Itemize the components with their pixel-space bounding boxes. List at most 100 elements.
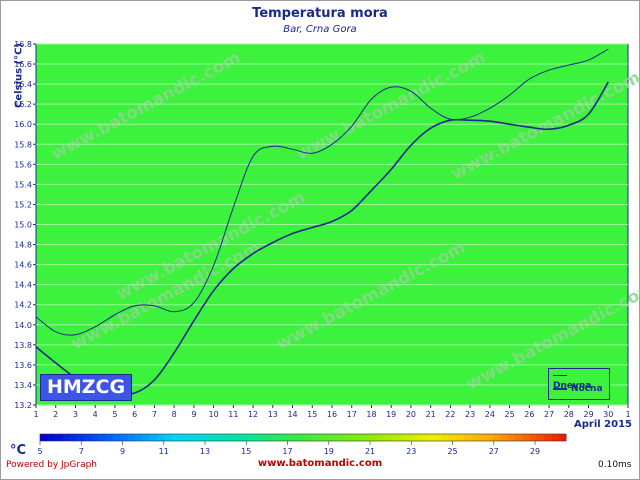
- color-scale-segment: [544, 434, 552, 441]
- color-scale-segment: [558, 434, 567, 441]
- color-scale-segment: [251, 434, 260, 441]
- color-scale-segment: [229, 434, 238, 441]
- series-lines: [35, 48, 609, 395]
- color-scale-segment: [237, 434, 246, 441]
- color-scale-segment: [273, 434, 282, 441]
- color-scale-segment: [434, 434, 443, 441]
- color-scale-segment: [332, 434, 341, 441]
- color-scale-segment: [507, 434, 516, 441]
- x-tick-label: 25: [505, 410, 515, 419]
- chart-title: Temperatura mora: [252, 6, 388, 21]
- color-scale-label: 15: [241, 447, 251, 456]
- color-scale-segment: [208, 434, 216, 441]
- legend-swatch: [553, 387, 567, 390]
- y-tick-label: 15.0: [14, 221, 32, 230]
- y-axis-ticks: 13.2 13.4 13.6 13.8 14.0 14.2 14.4 14.6 14.8 15.0…: [14, 40, 36, 410]
- x-tick-label: 23: [465, 410, 475, 419]
- color-scale-segment: [368, 434, 377, 441]
- color-scale-segment: [310, 434, 319, 441]
- color-scale-segment: [40, 434, 48, 441]
- color-scale-segment: [354, 434, 362, 441]
- x-tick-label: 17: [347, 410, 357, 419]
- color-scale-segment: [113, 434, 121, 441]
- y-tick-label: 13.2: [14, 401, 32, 410]
- color-scale-bar: 5 7 9 11 13 15 17 19 21 23 25 27 29: [37, 433, 567, 456]
- x-tick-label: 18: [366, 410, 376, 419]
- x-tick-label: 22: [445, 410, 455, 419]
- color-scale-segment: [69, 434, 78, 441]
- color-scale-label: 27: [489, 447, 499, 456]
- y-tick-label: 15.8: [14, 140, 32, 149]
- color-scale-segment: [259, 434, 267, 441]
- legend-item-dnevna: Dnevna: [553, 371, 609, 391]
- color-scale-label: 19: [324, 447, 334, 456]
- y-tick-label: 14.2: [14, 301, 32, 310]
- x-tick-label: 5: [112, 410, 117, 419]
- x-tick-label: 12: [248, 410, 258, 419]
- color-scale-label: 21: [365, 447, 375, 456]
- color-scale-label: 5: [37, 447, 42, 456]
- x-tick-label: 29: [583, 410, 593, 419]
- x-tick-label: 14: [287, 410, 297, 419]
- y-tick-label: 13.4: [14, 381, 32, 390]
- color-scale-segment: [178, 434, 187, 441]
- color-scale-segment: [529, 434, 538, 441]
- x-tick-label: 7: [152, 410, 157, 419]
- color-scale-segment: [536, 434, 545, 441]
- color-scale-segment: [463, 434, 472, 441]
- legend-item-nocna: Noćna: [553, 384, 603, 394]
- color-scale-label: 17: [282, 447, 292, 456]
- x-tick-label: 16: [327, 410, 337, 419]
- color-scale-segment: [478, 434, 487, 441]
- x-tick-label: 30: [603, 410, 613, 419]
- x-tick-label: 2: [53, 410, 58, 419]
- color-scale-segment: [376, 434, 384, 441]
- color-scale-segment: [156, 434, 165, 441]
- jpgraph-credit: Powered by JpGraph: [6, 460, 97, 470]
- color-scale-label: 29: [530, 447, 540, 456]
- legend: Dnevna Noćna: [548, 368, 610, 400]
- color-scale-segment: [142, 434, 151, 441]
- x-tick-label: 8: [172, 410, 177, 419]
- color-scale-segment: [295, 434, 304, 441]
- color-scale-segment: [127, 434, 136, 441]
- color-scale-segment: [449, 434, 457, 441]
- x-tick-label: 24: [485, 410, 495, 419]
- color-scale-segment: [134, 434, 143, 441]
- color-scale-segment: [222, 434, 231, 441]
- color-scale-segment: [120, 434, 129, 441]
- series-line-nocna: [35, 81, 609, 395]
- color-scale-segment: [456, 434, 465, 441]
- color-scale-label: 13: [200, 447, 210, 456]
- color-scale-label: 23: [406, 447, 416, 456]
- color-scale-segment: [317, 434, 326, 441]
- y-tick-label: 14.8: [14, 241, 32, 250]
- render-time: 0.10ms: [598, 460, 632, 470]
- x-tick-label: 15: [307, 410, 317, 419]
- color-scale-segment: [91, 434, 99, 441]
- color-scale-segment: [427, 434, 435, 441]
- color-scale-segment: [149, 434, 158, 441]
- legend-label: Noćna: [571, 384, 603, 394]
- x-tick-label: 3: [73, 410, 78, 419]
- color-scale-segment: [412, 434, 421, 441]
- color-scale-label: 9: [120, 447, 125, 456]
- website-link[interactable]: www.batomandic.com: [257, 458, 383, 469]
- legend-label: Dnevna: [553, 381, 592, 391]
- y-tick-label: 16.6: [14, 60, 32, 69]
- color-scale-segment: [492, 434, 501, 441]
- y-tick-label: 15.6: [14, 160, 32, 169]
- color-scale-label: 11: [159, 447, 169, 456]
- color-scale-segment: [266, 434, 275, 441]
- x-tick-label: 19: [386, 410, 396, 419]
- y-tick-label: 16.4: [14, 80, 32, 89]
- x-tick-label: 1: [625, 410, 630, 419]
- color-scale-segment: [215, 434, 224, 441]
- y-tick-label: 13.6: [14, 361, 32, 370]
- y-tick-label: 14.4: [14, 281, 32, 290]
- color-scale-segment: [164, 434, 172, 441]
- color-scale-label: 25: [447, 447, 457, 456]
- color-scale-segment: [346, 434, 355, 441]
- y-tick-label: 16.0: [14, 120, 32, 129]
